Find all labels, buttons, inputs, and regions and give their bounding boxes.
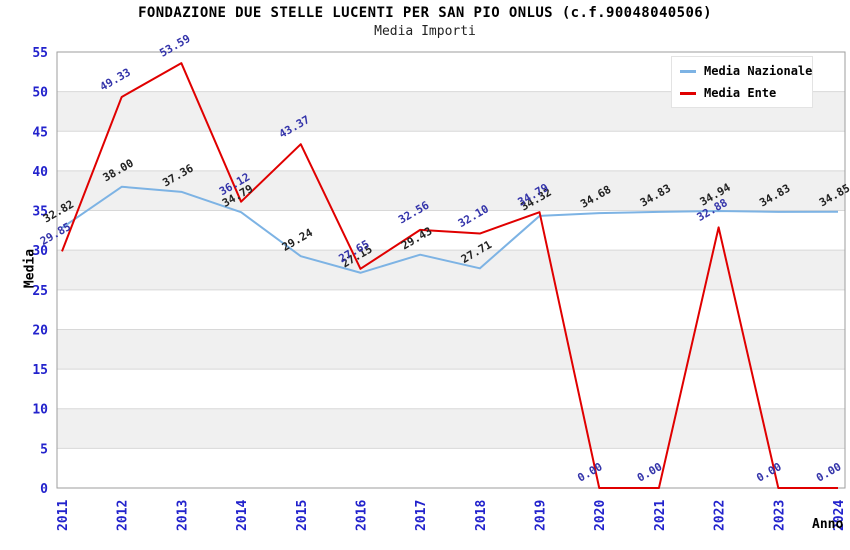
x-tick-label: 2015 <box>295 500 310 531</box>
data-label-media-nazionale: 29.43 <box>399 224 434 252</box>
x-tick-label: 2021 <box>653 500 668 531</box>
data-label-media-ente: 0.00 <box>575 460 604 485</box>
x-tick-label: 2013 <box>175 500 190 531</box>
data-label-media-ente: 29.85 <box>38 220 73 248</box>
series-line-media-nazionale <box>61 185 839 274</box>
grid-band <box>57 408 845 449</box>
legend-item-media-nazionale: Media Nazionale <box>680 64 812 78</box>
data-label-media-nazionale: 29.24 <box>280 226 316 254</box>
legend-label-media-nazionale: Media Nazionale <box>704 64 813 78</box>
y-tick-label: 15 <box>32 363 48 378</box>
x-tick-label: 2020 <box>593 500 608 531</box>
grid-band <box>57 170 845 211</box>
chart-title: FONDAZIONE DUE STELLE LUCENTI PER SAN PI… <box>138 5 712 21</box>
y-tick-label: 40 <box>32 165 48 180</box>
x-tick-label: 2019 <box>534 500 549 531</box>
x-tick-label: 2016 <box>354 500 369 531</box>
legend-item-media-ente: Media Ente <box>680 86 804 100</box>
data-label-media-ente: 49.33 <box>98 66 133 94</box>
y-tick-label: 45 <box>32 125 48 140</box>
x-tick-label: 2022 <box>713 500 728 531</box>
x-tick-label: 2023 <box>772 500 787 531</box>
x-axis-title: Anno <box>812 517 844 532</box>
x-tick-label: 2018 <box>474 500 489 531</box>
y-tick-label: 5 <box>40 442 48 457</box>
data-label-media-ente: 0.00 <box>754 460 783 485</box>
chart-subtitle: Media Importi <box>374 24 476 39</box>
series-line-media-ente <box>61 62 838 489</box>
x-tick-label: 2017 <box>414 500 429 531</box>
x-tick-label: 2024 <box>832 500 847 531</box>
y-tick-label: 35 <box>32 205 48 220</box>
legend-line-swatch-media-ente <box>680 91 696 95</box>
y-tick-label: 25 <box>32 284 48 299</box>
grid-band <box>57 250 845 290</box>
x-tick-label: 2011 <box>56 500 71 531</box>
legend-line-swatch-media-nazionale <box>680 69 696 73</box>
y-axis-title: Media <box>22 248 38 289</box>
y-tick-label: 0 <box>40 482 48 497</box>
y-tick-label: 20 <box>32 323 48 338</box>
legend-label-media-ente: Media Ente <box>704 86 777 100</box>
grid-band <box>57 329 845 370</box>
y-tick-label: 55 <box>32 46 48 61</box>
x-tick-label: 2012 <box>116 500 131 531</box>
x-tick-label: 2014 <box>235 500 250 531</box>
y-tick-label: 30 <box>32 244 48 259</box>
y-tick-label: 10 <box>32 403 48 418</box>
data-label-media-ente: 0.00 <box>814 460 843 485</box>
plot-border <box>56 51 846 489</box>
y-tick-label: 50 <box>32 86 48 101</box>
legend: Media Nazionale Media Ente <box>671 56 813 108</box>
